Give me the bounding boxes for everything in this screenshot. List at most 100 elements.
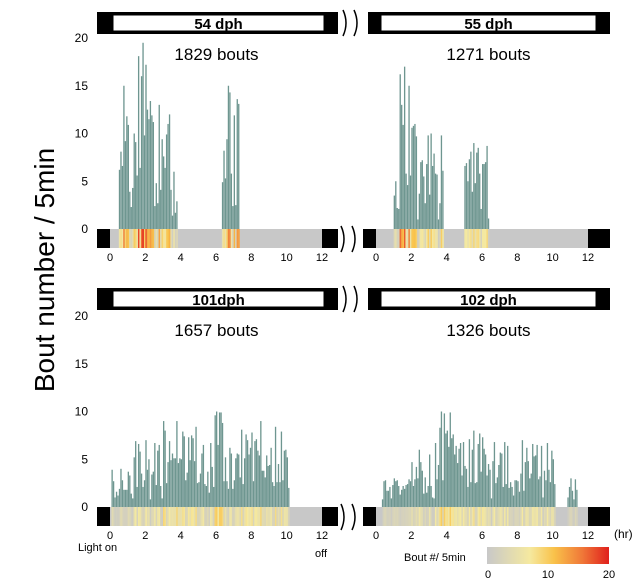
heat-cell xyxy=(455,507,458,526)
bar xyxy=(439,203,441,229)
heat-cell xyxy=(226,507,228,526)
bar xyxy=(442,480,444,507)
bar xyxy=(520,473,522,507)
x-tick-label: 4 xyxy=(178,530,184,542)
bar xyxy=(130,493,132,507)
heat-cell xyxy=(446,507,449,526)
bar xyxy=(479,173,481,229)
bar xyxy=(418,449,421,507)
heat-cell xyxy=(266,507,268,526)
bar xyxy=(216,411,218,507)
bar xyxy=(137,443,140,507)
heat-cell xyxy=(492,507,494,526)
bar xyxy=(258,455,261,507)
bar xyxy=(504,442,506,507)
bar xyxy=(445,433,447,507)
heat-cell xyxy=(243,507,246,526)
heat-cell xyxy=(415,229,418,248)
heat-cell xyxy=(202,507,205,526)
bar xyxy=(158,444,160,507)
heat-cell xyxy=(130,229,133,248)
heat-cell xyxy=(405,229,408,248)
panel-title-box xyxy=(380,14,597,32)
bar xyxy=(124,489,127,507)
bar xyxy=(573,499,575,507)
header-break-mark-bottom xyxy=(342,285,358,313)
heat-cell xyxy=(251,507,253,526)
heat-cell xyxy=(241,507,243,526)
bar xyxy=(168,114,171,229)
bar xyxy=(393,195,395,229)
heat-cell xyxy=(139,507,142,526)
x-tick-label: 6 xyxy=(213,252,219,264)
heat-cell xyxy=(213,507,215,526)
bar xyxy=(126,489,128,507)
bar xyxy=(152,122,155,229)
bar xyxy=(465,163,468,229)
bar xyxy=(229,92,231,230)
bar xyxy=(542,497,544,507)
bar xyxy=(177,463,180,507)
bar xyxy=(433,498,435,507)
header-break-gap-top xyxy=(338,10,368,36)
bar xyxy=(145,440,147,507)
heat-cell xyxy=(126,507,128,526)
heat-cell xyxy=(530,507,533,526)
heat-cell xyxy=(440,507,443,526)
heat-cell xyxy=(470,507,472,526)
bar xyxy=(403,66,406,230)
header-break-mark-top xyxy=(342,9,358,37)
bar xyxy=(408,85,410,229)
bar xyxy=(120,468,122,507)
heat-cell xyxy=(468,229,471,248)
heat-cell xyxy=(542,507,545,526)
bar xyxy=(440,135,443,229)
bar xyxy=(139,451,141,507)
bar xyxy=(223,481,225,507)
heat-cell xyxy=(165,507,168,526)
heat-cell xyxy=(180,507,183,526)
heat-cell xyxy=(283,507,286,526)
heat-cell xyxy=(434,229,437,248)
bar xyxy=(233,480,235,507)
heat-cell xyxy=(442,507,444,526)
heat-cell xyxy=(539,507,542,526)
heat-cell xyxy=(136,229,139,248)
bar xyxy=(129,475,131,507)
heat-cell xyxy=(129,229,131,248)
y-tick-label: 0 xyxy=(81,500,88,514)
heat-cell xyxy=(258,507,261,526)
bar xyxy=(286,457,288,507)
heat-cell xyxy=(226,229,228,248)
heat-cell xyxy=(515,507,518,526)
heat-cell xyxy=(235,229,237,248)
bar xyxy=(160,189,162,229)
heat-cell xyxy=(504,507,506,526)
heat-cell xyxy=(121,507,124,526)
heat-cell xyxy=(418,507,421,526)
bar xyxy=(424,477,426,507)
heat-cell xyxy=(499,507,502,526)
heat-cell xyxy=(409,507,412,526)
heat-cell xyxy=(540,507,543,526)
heat-cell xyxy=(195,507,198,526)
heat-cell xyxy=(452,507,455,526)
heat-cell xyxy=(148,507,150,526)
bar xyxy=(112,481,115,507)
heat-cell xyxy=(526,507,528,526)
bar xyxy=(473,143,475,229)
bar xyxy=(487,218,490,229)
bar xyxy=(524,462,527,507)
bar xyxy=(518,491,521,507)
bar xyxy=(226,139,228,229)
panel-subtitle: 1829 bouts xyxy=(174,45,258,64)
heat-cell xyxy=(210,507,212,526)
heat-cell xyxy=(482,229,484,248)
heat-cell xyxy=(461,507,464,526)
heat-cell xyxy=(476,507,478,526)
heat-cell xyxy=(140,229,143,248)
bar xyxy=(243,458,246,507)
bar xyxy=(252,481,255,507)
colorbar-tick-10: 10 xyxy=(542,569,554,581)
bar xyxy=(261,470,263,507)
